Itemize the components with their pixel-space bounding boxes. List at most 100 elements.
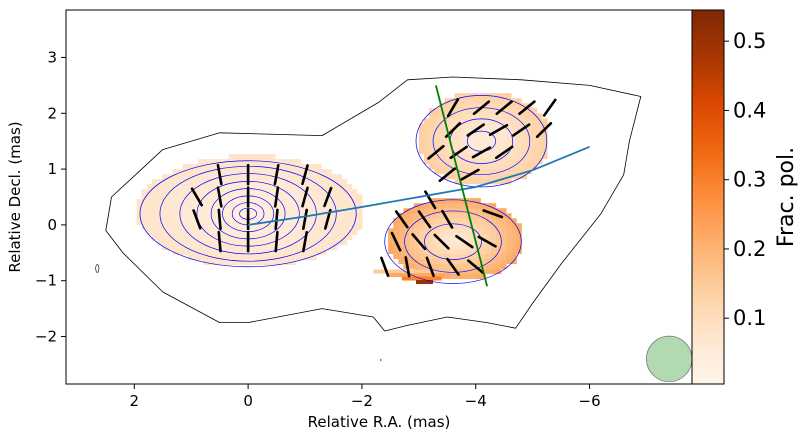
pol-pixel-core [249,254,255,261]
pol-pixel-knot-lower [403,213,410,219]
pol-pixel-knot-lower [449,203,456,209]
pol-pixel-core [331,224,337,230]
pol-pixel-core [182,249,189,256]
pol-pixel-core [290,214,296,220]
pol-pixel-core [320,189,327,195]
pol-pixel-core [228,259,235,266]
pol-pixel-core [239,169,245,175]
pol-pixel-knot-lower [470,273,476,280]
pol-pixel-core [198,174,204,180]
pol-pixel-knot-lower [475,263,481,270]
pol-pixel-core [162,224,168,230]
pol-pixel-knot-lower [464,253,471,260]
pol-pixel-knot-lower [388,248,394,254]
pol-pixel-core [264,194,271,200]
pol-pixel-core [295,219,302,225]
pol-pixel-core [198,234,204,241]
pol-pixel-core [218,164,225,170]
pol-pixel-core [223,194,230,200]
pol-pixel-core [223,244,230,251]
pol-pixel-core [269,234,276,241]
pol-pixel-core [295,169,302,175]
pol-pixel-knot-lower [505,213,512,219]
pol-pixel-core [182,239,189,246]
pol-pixel-core [295,234,302,241]
pol-pixel-core [310,184,317,190]
pol-pixel-core [259,159,266,165]
pol-pixel-core [331,234,337,241]
pol-pixel-knot-upper [459,108,466,114]
pol-pixel-core [264,159,271,165]
pol-pixel-core [310,174,317,180]
pol-pixel-core [203,234,209,241]
pol-pixel-knot-upper [536,143,543,150]
pol-pixel-core [244,259,250,266]
pol-pixel-knot-lower [464,203,471,209]
pol-pixel-core [198,189,204,195]
pol-pixel-core [192,179,199,185]
evpa-vector [273,186,280,208]
pol-pixel-core [259,229,266,235]
pol-pixel-knot-lower [413,238,420,244]
pol-pixel-knot-upper [505,168,512,175]
pol-pixel-core [279,199,286,205]
pol-pixel-knot-upper [490,173,497,180]
pol-pixel-core [264,259,271,266]
pol-pixel-core [172,179,179,185]
pol-pixel-core [285,259,291,266]
pol-pixel-core [203,199,209,205]
pol-pixel-core [146,209,153,215]
pol-pixel-core [336,224,343,230]
pol-pixel-core [264,154,271,160]
pol-pixel-knot-lower [485,248,492,254]
pol-pixel-core [167,194,174,200]
pol-pixel-core [192,244,199,251]
pol-pixel-knot-upper [495,118,502,124]
evpa-vector [438,167,457,183]
pol-pixel-knot-upper [511,128,517,134]
pol-pixel-core [264,239,271,246]
pol-pixel-knot-lower [439,213,446,219]
pol-pixel-core [264,184,271,190]
pol-pixel-knot-upper [500,173,507,180]
pol-pixel-knot-lower [423,243,430,249]
pol-pixel-knot-lower [408,233,415,239]
pol-pixel-core [254,199,261,205]
pol-pixel-core [331,239,337,246]
pol-pixel-core [162,204,168,210]
pol-pixel-knot-upper [490,163,497,170]
pol-pixel-core [218,259,225,266]
pol-pixel-core [157,199,163,205]
pol-pixel-core [182,189,189,195]
pol-pixel-knot-lower [434,243,440,249]
pol-pixel-knot-upper [475,158,481,165]
pol-pixel-core [198,164,204,170]
pol-pixel-core [162,244,168,251]
pol-pixel-knot-lower [454,248,461,254]
pol-pixel-core [208,239,214,246]
pol-pixel-knot-upper [516,123,522,129]
pol-pixel-knot-lower [475,258,481,265]
evpa-vector [301,164,309,186]
x-tick-label: −6 [579,392,601,410]
pol-pixel-core [162,214,168,220]
pol-pixel-core [223,199,230,205]
pol-pixel-core [182,219,189,225]
pol-pixel-knot-upper [505,178,512,185]
pol-pixel-core [151,189,158,195]
pol-pixel-knot-lower [470,258,476,265]
pol-pixel-core [228,209,235,215]
pol-pixel-knot-lower [495,233,502,239]
pol-pixel-core [254,214,261,220]
pol-pixel-knot-lower [429,243,435,249]
pol-pixel-knot-lower [408,228,415,234]
pol-pixel-knot-lower [423,248,430,254]
pol-pixel-knot-lower [505,253,512,260]
pol-pixel-core [336,214,343,220]
pol-pixel-knot-upper [521,133,527,139]
pol-pixel-core [341,224,348,230]
pol-pixel-core [269,174,276,180]
pol-pixel-knot-upper [526,108,533,114]
pol-pixel-knot-upper [495,138,502,145]
pol-pixel-core [259,239,266,246]
